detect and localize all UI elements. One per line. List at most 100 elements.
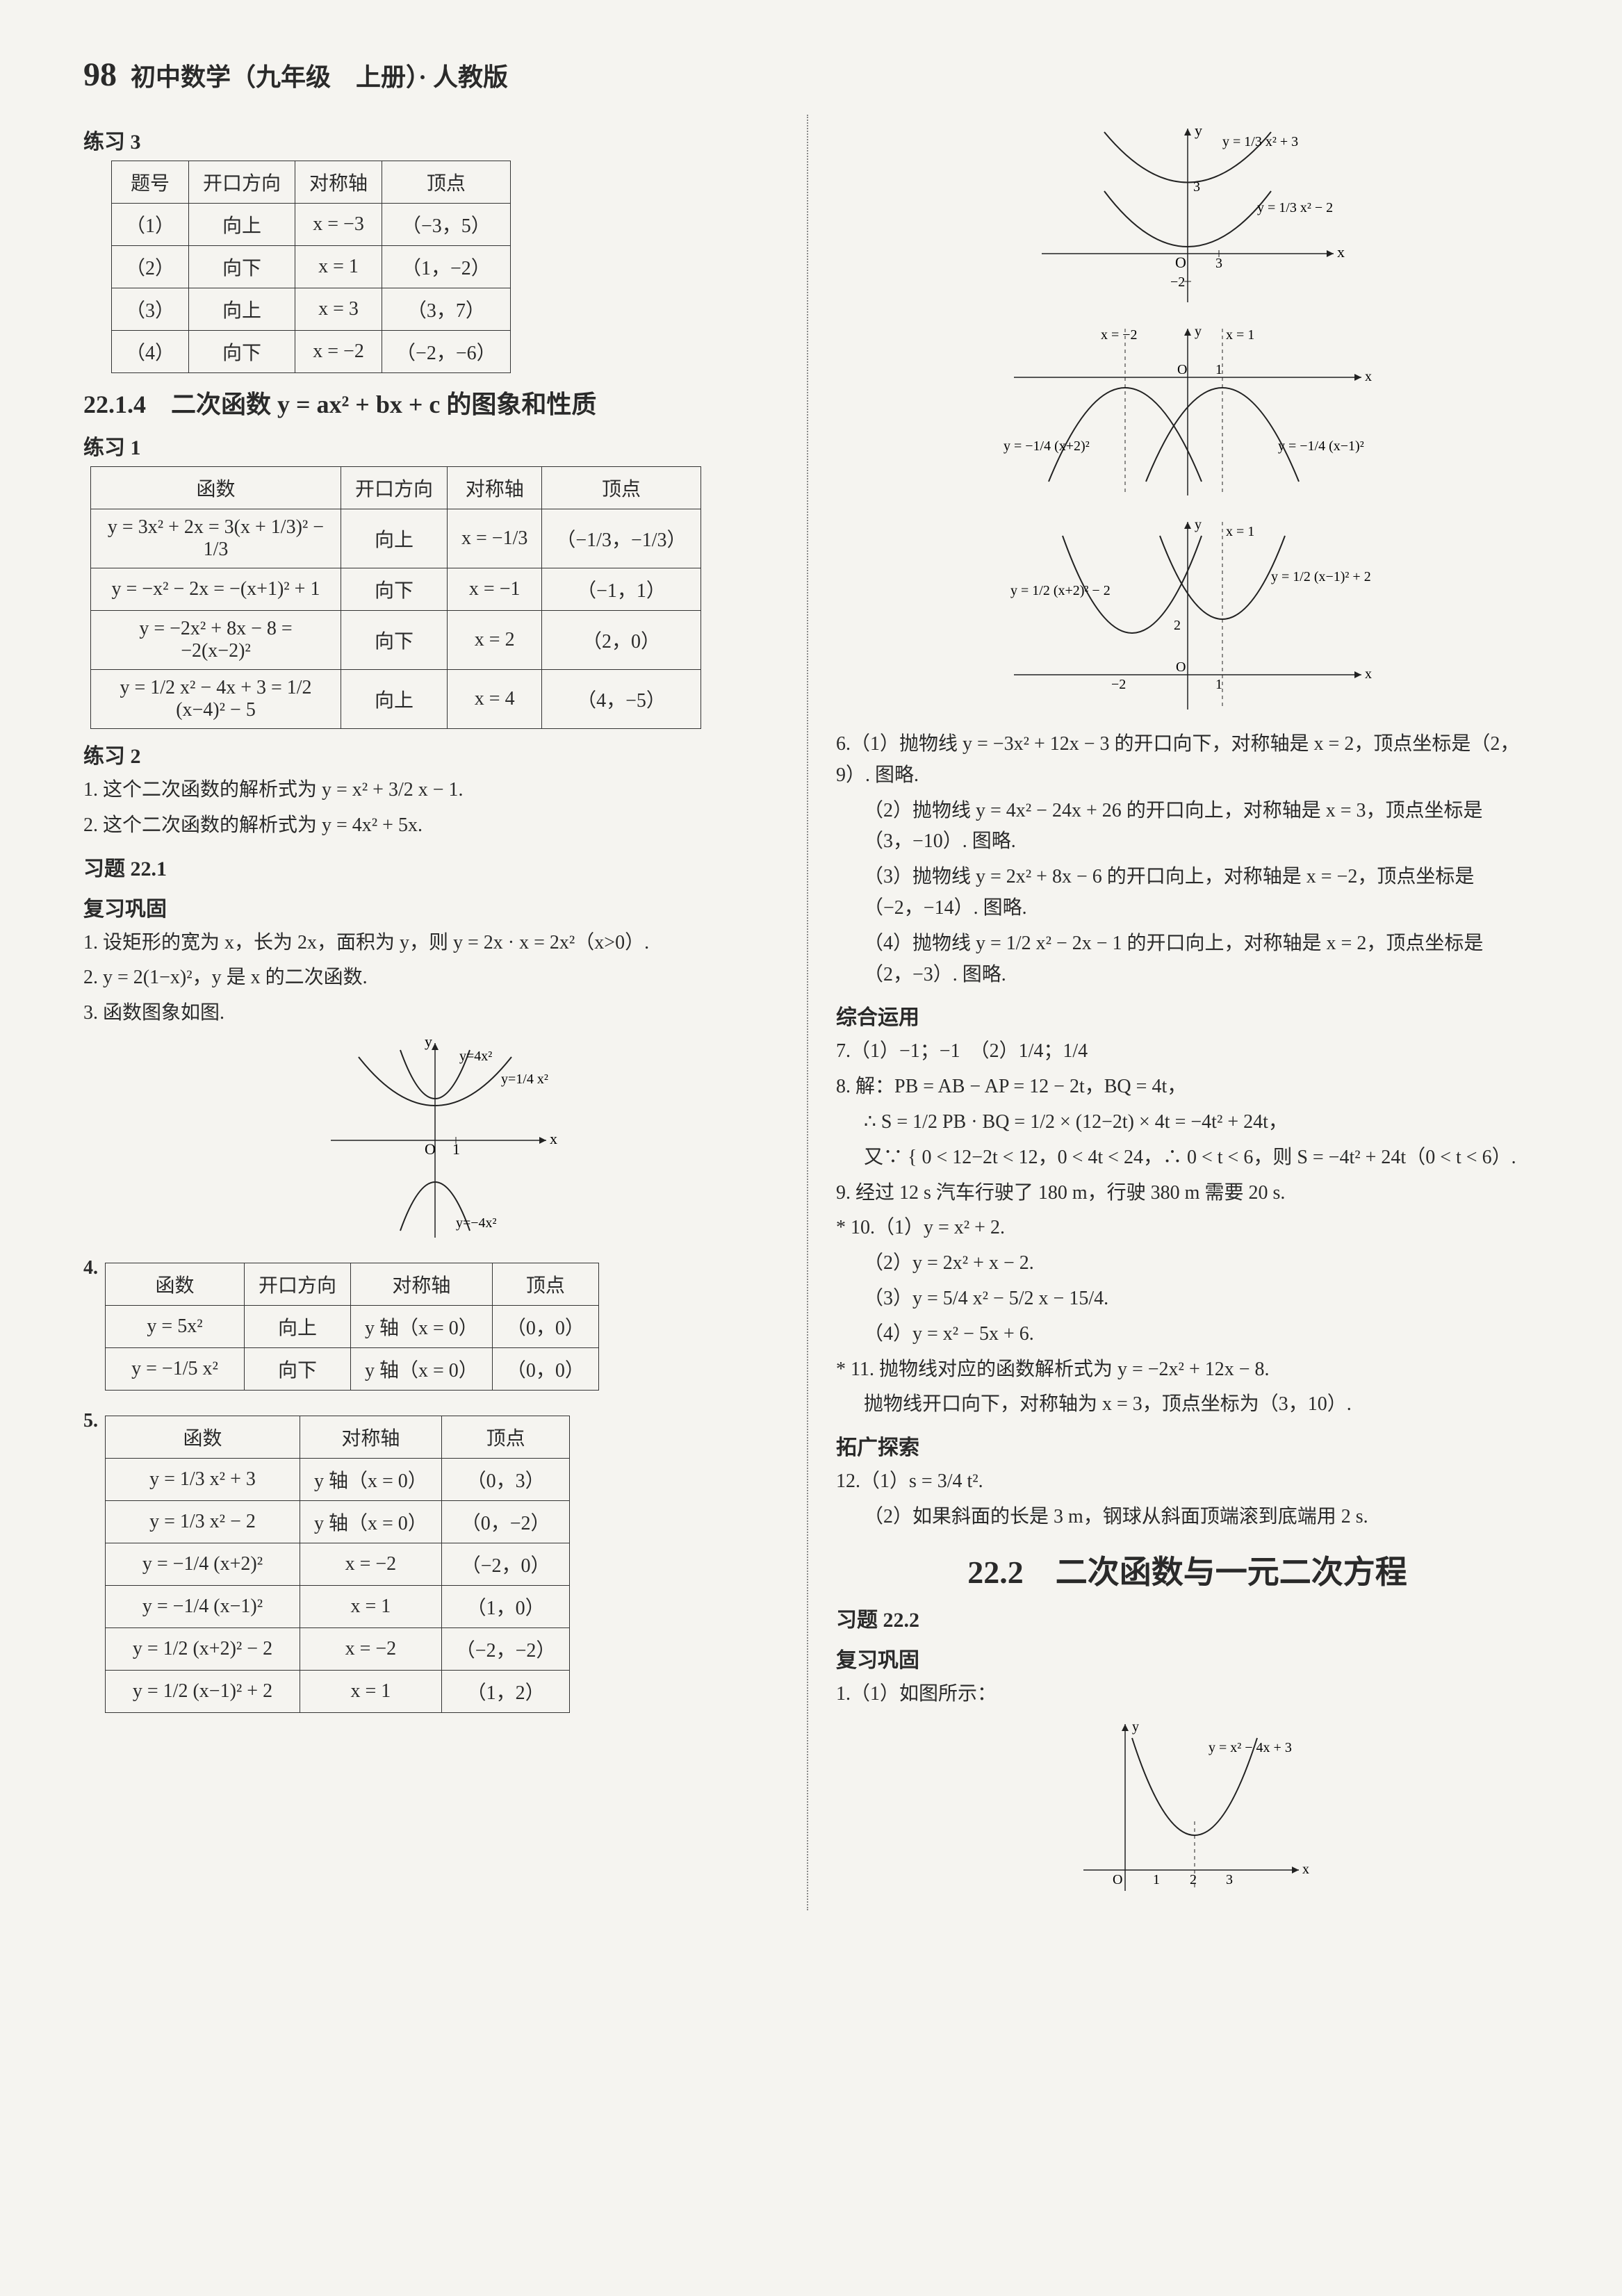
svg-text:x = −2: x = −2	[1101, 327, 1138, 343]
svg-text:−2: −2	[1111, 677, 1126, 692]
graph-mid: O x y x = −2 x = 1 1 y = −1/4 (x+2)² y =…	[836, 322, 1539, 508]
table-row: y = −x² − 2x = −(x+1)² + 1向下x = −1（−1，1）	[91, 568, 701, 611]
q11-2: 抛物线开口向下，对称轴为 x = 3，顶点坐标为（3，10）.	[836, 1389, 1539, 1420]
page-number: 98	[83, 56, 117, 94]
svg-text:y = x² − 4x + 3: y = x² − 4x + 3	[1209, 1740, 1292, 1755]
table-row: （1）向上x = −3（−3，5）	[112, 204, 511, 246]
q6-2: （2）抛物线 y = 4x² − 24x + 26 的开口向上，对称轴是 x =…	[836, 796, 1539, 858]
th: 顶点	[382, 161, 511, 204]
svg-text:x: x	[550, 1130, 557, 1147]
svg-text:y = 1/3 x² + 3: y = 1/3 x² + 3	[1222, 134, 1298, 149]
xiti222: 习题 22.2	[836, 1602, 1539, 1633]
q8-2: ∴ S = 1/2 PB · BQ = 1/2 × (12−2t) × 4t =…	[836, 1107, 1539, 1138]
svg-text:−2: −2	[1170, 274, 1185, 290]
svg-text:y = 1/3 x² − 2: y = 1/3 x² − 2	[1257, 200, 1333, 215]
svg-text:x: x	[1365, 666, 1372, 682]
left-column: 练习 3 题号 开口方向 对称轴 顶点 （1）向上x = −3（−3，5） （2…	[83, 115, 808, 1910]
section-222-heading: 22.2 二次函数与一元二次方程	[836, 1547, 1539, 1593]
svg-text:3: 3	[1215, 256, 1222, 271]
svg-text:y = −1/4 (x−1)²: y = −1/4 (x−1)²	[1278, 438, 1364, 454]
table5-num: 5.	[83, 1410, 98, 1432]
svg-text:y: y	[425, 1036, 432, 1050]
table4: 函数开口方向对称轴顶点 y = 5x²向上y 轴（x = 0）（0，0） y =…	[105, 1263, 599, 1391]
q10-2: （2）y = 2x² + x − 2.	[836, 1248, 1539, 1279]
svg-text:1: 1	[1153, 1872, 1160, 1887]
svg-text:y=−4x²: y=−4x²	[456, 1215, 497, 1231]
chart-q3: x y O 1 y=4x² y=1/4 x² y=−4x²	[83, 1036, 786, 1250]
svg-text:O: O	[425, 1140, 436, 1158]
svg-text:1: 1	[1215, 677, 1222, 692]
graph-bot-icon: O x y x = 1 2 −2 1 y = 1/2 (x+2)² − 2 y …	[993, 515, 1382, 716]
svg-text:3: 3	[1226, 1872, 1233, 1887]
practice1-table: 函数 开口方向 对称轴 顶点 y = 3x² + 2x = 3(x + 1/3)…	[90, 466, 701, 729]
th: 题号	[112, 161, 189, 204]
p2-1: 1. 这个二次函数的解析式为 y = x² + 3/2 x − 1.	[83, 775, 786, 806]
practice3-table: 题号 开口方向 对称轴 顶点 （1）向上x = −3（−3，5） （2）向下x …	[111, 161, 511, 373]
zonghe: 综合运用	[836, 1000, 1539, 1031]
svg-text:2: 2	[1174, 618, 1181, 633]
q6-1: 6.（1）抛物线 y = −3x² + 12x − 3 的开口向下，对称轴是 x…	[836, 729, 1539, 792]
table-row: y = −2x² + 8x − 8 = −2(x−2)²向下x = 2（2，0）	[91, 611, 701, 670]
fuxi: 复习巩固	[83, 892, 786, 922]
q12-1: 12.（1）s = 3/4 t².	[836, 1466, 1539, 1498]
graph-222: O x y 1 2 3 y = x² − 4x + 3	[836, 1717, 1539, 1903]
q8-1: 8. 解：PB = AB − AP = 12 − 2t，BQ = 4t，	[836, 1072, 1539, 1103]
q6-3: （3）抛物线 y = 2x² + 8x − 6 的开口向上，对称轴是 x = −…	[836, 862, 1539, 924]
svg-text:1: 1	[1215, 362, 1222, 377]
svg-text:3: 3	[1193, 179, 1200, 195]
table-row: （4）向下x = −2（−2，−6）	[112, 331, 511, 373]
right-column: O x y 3 −2 3 y = 1/3 x² + 3 y = 1/3 x² −…	[836, 115, 1539, 1910]
practice1-label: 练习 1	[83, 430, 786, 461]
table-row: 题号 开口方向 对称轴 顶点	[112, 161, 511, 204]
svg-text:y=1/4 x²: y=1/4 x²	[501, 1072, 548, 1087]
svg-text:O: O	[1177, 362, 1187, 377]
q11-1: * 11. 抛物线对应的函数解析式为 y = −2x² + 12x − 8.	[836, 1354, 1539, 1386]
table-row: 函数 开口方向 对称轴 顶点	[91, 467, 701, 509]
svg-text:x = 1: x = 1	[1226, 327, 1254, 343]
q10-3: （3）y = 5/4 x² − 5/2 x − 15/4.	[836, 1284, 1539, 1315]
fx1: 1. 设矩形的宽为 x，长为 2x，面积为 y，则 y = 2x · x = 2…	[83, 928, 786, 959]
svg-text:x: x	[1365, 369, 1372, 384]
table-row: y = 1/2 x² − 4x + 3 = 1/2 (x−4)² − 5向上x …	[91, 670, 701, 729]
xiti221: 习题 22.1	[83, 851, 786, 882]
graph-mid-icon: O x y x = −2 x = 1 1 y = −1/4 (x+2)² y =…	[993, 322, 1382, 502]
svg-text:y=4x²: y=4x²	[459, 1049, 492, 1064]
svg-text:O: O	[1176, 659, 1186, 675]
p2-2: 2. 这个二次函数的解析式为 y = 4x² + 5x.	[83, 810, 786, 842]
two-column-layout: 练习 3 题号 开口方向 对称轴 顶点 （1）向上x = −3（−3，5） （2…	[83, 115, 1539, 1910]
table4-num: 4.	[83, 1257, 98, 1279]
th: 对称轴	[295, 161, 382, 204]
graph-top-icon: O x y 3 −2 3 y = 1/3 x² + 3 y = 1/3 x² −…	[1014, 122, 1361, 309]
svg-text:O: O	[1175, 254, 1186, 271]
svg-text:y = 1/2 (x−1)² + 2: y = 1/2 (x−1)² + 2	[1271, 569, 1371, 584]
section-2214-title: 22.1.4 二次函数 y = ax² + bx + c 的图象和性质	[83, 384, 786, 420]
q8-3: 又∵ { 0 < 12−2t < 12，0 < 4t < 24，∴ 0 < t …	[836, 1142, 1539, 1174]
table-row: （2）向下x = 1（1，−2）	[112, 246, 511, 288]
svg-text:y: y	[1195, 122, 1202, 139]
table5: 函数对称轴顶点 y = 1/3 x² + 3y 轴（x = 0）（0，3） y …	[105, 1416, 570, 1713]
q6-4: （4）抛物线 y = 1/2 x² − 2x − 1 的开口向上，对称轴是 x …	[836, 928, 1539, 991]
svg-text:x = 1: x = 1	[1226, 524, 1254, 539]
practice2-label: 练习 2	[83, 739, 786, 769]
page-title: 初中数学（九年级 上册）· 人教版	[131, 57, 508, 93]
svg-text:y: y	[1195, 324, 1202, 339]
svg-text:x: x	[1337, 243, 1345, 261]
svg-text:y: y	[1195, 517, 1202, 532]
svg-text:y = 1/2 (x+2)² − 2: y = 1/2 (x+2)² − 2	[1010, 583, 1111, 598]
q9: 9. 经过 12 s 汽车行驶了 180 m，行驶 380 m 需要 20 s.	[836, 1178, 1539, 1209]
svg-text:x: x	[1302, 1862, 1309, 1877]
q10-1: * 10.（1）y = x² + 2.	[836, 1213, 1539, 1244]
tuoguang: 拓广探索	[836, 1430, 1539, 1461]
fx3: 3. 函数图象如图.	[83, 998, 786, 1029]
q7: 7.（1）−1；−1 （2）1/4；1/4	[836, 1036, 1539, 1067]
th: 开口方向	[189, 161, 295, 204]
fx2: 2. y = 2(1−x)²，y 是 x 的二次函数.	[83, 962, 786, 994]
q10-4: （4）y = x² − 5x + 6.	[836, 1319, 1539, 1350]
svg-text:O: O	[1113, 1872, 1122, 1887]
practice3-label: 练习 3	[83, 124, 786, 155]
svg-text:y: y	[1132, 1719, 1139, 1735]
q12-2: （2）如果斜面的长是 3 m，钢球从斜面顶端滚到底端用 2 s.	[836, 1502, 1539, 1533]
fuxi2: 复习巩固	[836, 1643, 1539, 1673]
graph-222-icon: O x y 1 2 3 y = x² − 4x + 3	[1063, 1717, 1313, 1898]
q1-222: 1.（1）如图所示：	[836, 1679, 1539, 1710]
